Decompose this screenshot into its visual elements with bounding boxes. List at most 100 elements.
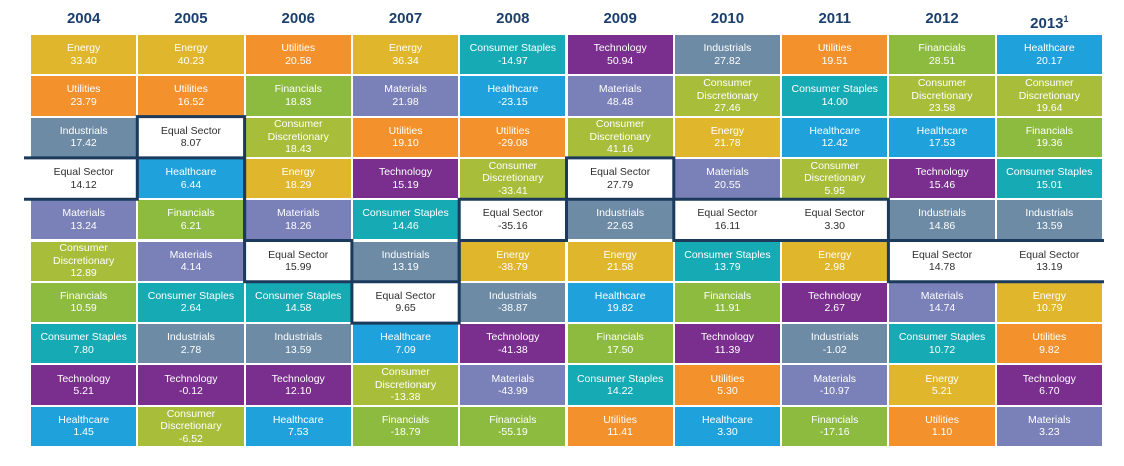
sector-name: Healthcare bbox=[809, 124, 861, 137]
cell-2005-industrials: Industrials 2.78 bbox=[137, 323, 245, 365]
cell-2009-materials: Materials 48.48 bbox=[566, 75, 674, 117]
sector-name: Industrials bbox=[59, 124, 108, 137]
cell-2005-equal-sector: Equal Sector 8.07 bbox=[137, 116, 245, 158]
sector-name: Equal Sector bbox=[697, 207, 758, 220]
sector-name: Materials bbox=[813, 372, 857, 385]
sector-return-value: 28.51 bbox=[928, 54, 956, 67]
cell-2004-financials: Financials 10.59 bbox=[30, 281, 138, 324]
sector-return-value: 33.40 bbox=[70, 54, 97, 67]
sector-return-value: 27.82 bbox=[714, 54, 741, 67]
sector-name: Equal Sector bbox=[375, 289, 436, 302]
sector-return-value: 36.34 bbox=[392, 54, 419, 67]
sector-name: Financials bbox=[918, 42, 966, 55]
sector-name: Industrials bbox=[1025, 207, 1074, 220]
year-header-2013: 20131 bbox=[996, 8, 1103, 32]
cell-2007-healthcare: Healthcare 7.09 bbox=[351, 323, 460, 365]
sector-return-value: 11.91 bbox=[714, 302, 741, 315]
sector-return-value: 23.58 bbox=[928, 102, 956, 115]
cell-2009-financials: Financials 17.50 bbox=[566, 323, 674, 365]
sector-name: Financials bbox=[1025, 124, 1073, 137]
sector-return-value: 14.58 bbox=[285, 302, 312, 315]
cell-2010-technology: Technology 11.39 bbox=[673, 323, 782, 365]
cell-2005-technology: Technology -0.12 bbox=[137, 364, 245, 406]
sector-return-value: -38.79 bbox=[497, 261, 528, 274]
cell-2006-financials: Financials 18.83 bbox=[244, 75, 352, 117]
year-text: 2010 bbox=[710, 10, 745, 27]
sector-name: Consumer Discretionary bbox=[53, 242, 115, 267]
sector-name: Utilities bbox=[388, 124, 423, 137]
sector-return-value: 12.42 bbox=[821, 137, 848, 150]
sector-name: Financials bbox=[596, 331, 644, 344]
sector-name: Industrials bbox=[167, 331, 215, 344]
sector-return-value: 20.17 bbox=[1036, 54, 1063, 67]
sector-return-value: 13.59 bbox=[1036, 219, 1063, 232]
sector-name: Financials bbox=[274, 83, 322, 96]
cell-2008-healthcare: Healthcare -23.15 bbox=[459, 75, 567, 117]
cell-2004-technology: Technology 5.21 bbox=[30, 364, 138, 406]
cell-2011-equal-sector: Equal Sector 3.30 bbox=[781, 199, 889, 241]
sector-name: Utilities bbox=[281, 42, 316, 55]
cell-2011-healthcare: Healthcare 12.42 bbox=[781, 116, 889, 158]
cell-2004-healthcare: Healthcare 1.45 bbox=[30, 405, 138, 447]
cell-2013-materials: Materials 3.23 bbox=[995, 405, 1103, 447]
sector-return-value: -41.38 bbox=[497, 343, 528, 356]
sector-name: Technology bbox=[164, 372, 218, 385]
sector-return-value: 48.48 bbox=[607, 95, 634, 108]
year-header-2006: 2006 bbox=[245, 8, 352, 30]
sector-return-value: 9.82 bbox=[1039, 343, 1060, 356]
sector-name: Utilities bbox=[710, 372, 745, 385]
cell-2013-equal-sector: Equal Sector 13.19 bbox=[995, 240, 1103, 282]
sector-name: Consumer Staples bbox=[40, 331, 127, 344]
cell-2012-utilities: Utilities 1.10 bbox=[888, 405, 996, 447]
sector-name: Consumer Discretionary bbox=[160, 407, 222, 433]
cell-2008-utilities: Utilities -29.08 bbox=[459, 116, 567, 158]
sector-return-value: 21.78 bbox=[714, 137, 741, 150]
cell-2011-technology: Technology 2.67 bbox=[781, 281, 889, 324]
year-text: 2006 bbox=[281, 10, 315, 27]
sector-name: Utilities bbox=[1032, 331, 1067, 344]
cell-2013-financials: Financials 19.36 bbox=[995, 116, 1103, 158]
year-header-2011: 2011 bbox=[781, 8, 888, 30]
cell-2008-consumer-discretionary: Consumer Discretionary -33.41 bbox=[459, 157, 567, 200]
cell-2011-utilities: Utilities 19.51 bbox=[781, 34, 889, 76]
sector-name: Consumer Discretionary bbox=[696, 77, 759, 102]
cell-2004-industrials: Industrials 17.42 bbox=[30, 116, 138, 158]
sector-return-value: 27.79 bbox=[607, 178, 634, 191]
cell-2010-utilities: Utilities 5.30 bbox=[673, 364, 782, 406]
sector-name: Industrials bbox=[381, 248, 430, 261]
sector-return-value: 19.51 bbox=[821, 54, 848, 67]
cell-2007-technology: Technology 15.19 bbox=[351, 157, 460, 200]
sector-name: Materials bbox=[706, 166, 749, 179]
sector-name: Industrials bbox=[703, 42, 752, 55]
cell-2013-consumer-discretionary: Consumer Discretionary 19.64 bbox=[995, 75, 1103, 117]
cell-2005-financials: Financials 6.21 bbox=[137, 199, 245, 241]
year-text: 2009 bbox=[603, 10, 637, 27]
sector-return-value: 15.46 bbox=[928, 178, 956, 191]
year-text: 2004 bbox=[66, 10, 101, 27]
sector-return-value: -6.52 bbox=[178, 432, 203, 445]
cell-2005-healthcare: Healthcare 6.44 bbox=[137, 157, 245, 200]
cell-2013-consumer-staples: Consumer Staples 15.01 bbox=[995, 157, 1103, 200]
sector-return-value: 18.83 bbox=[285, 95, 312, 108]
sector-name: Financials bbox=[489, 413, 537, 426]
cell-2008-technology: Technology -41.38 bbox=[459, 323, 567, 365]
sector-name: Materials bbox=[920, 289, 964, 302]
cell-2008-consumer-staples: Consumer Staples -14.97 bbox=[459, 34, 567, 76]
cell-2010-consumer-staples: Consumer Staples 13.79 bbox=[673, 240, 782, 282]
cell-2005-utilities: Utilities 16.52 bbox=[137, 75, 245, 117]
sector-name: Healthcare bbox=[916, 124, 968, 137]
sector-return-value: -1.02 bbox=[822, 343, 847, 356]
cell-2009-utilities: Utilities 11.41 bbox=[566, 405, 674, 447]
sector-name: Equal Sector bbox=[1019, 248, 1080, 261]
sector-name: Technology bbox=[808, 289, 862, 302]
year-header-2010: 2010 bbox=[674, 8, 781, 30]
sector-name: Technology bbox=[700, 331, 754, 344]
sector-return-value: 10.79 bbox=[1036, 302, 1063, 315]
sector-name: Utilities bbox=[495, 124, 530, 137]
sector-return-value: 19.10 bbox=[392, 137, 419, 150]
sector-return-value: 14.22 bbox=[607, 385, 634, 398]
cell-2010-financials: Financials 11.91 bbox=[673, 281, 782, 324]
sector-name: Consumer Staples bbox=[469, 42, 557, 55]
sector-name: Materials bbox=[276, 207, 320, 220]
cell-2004-energy: Energy 33.40 bbox=[30, 34, 138, 76]
